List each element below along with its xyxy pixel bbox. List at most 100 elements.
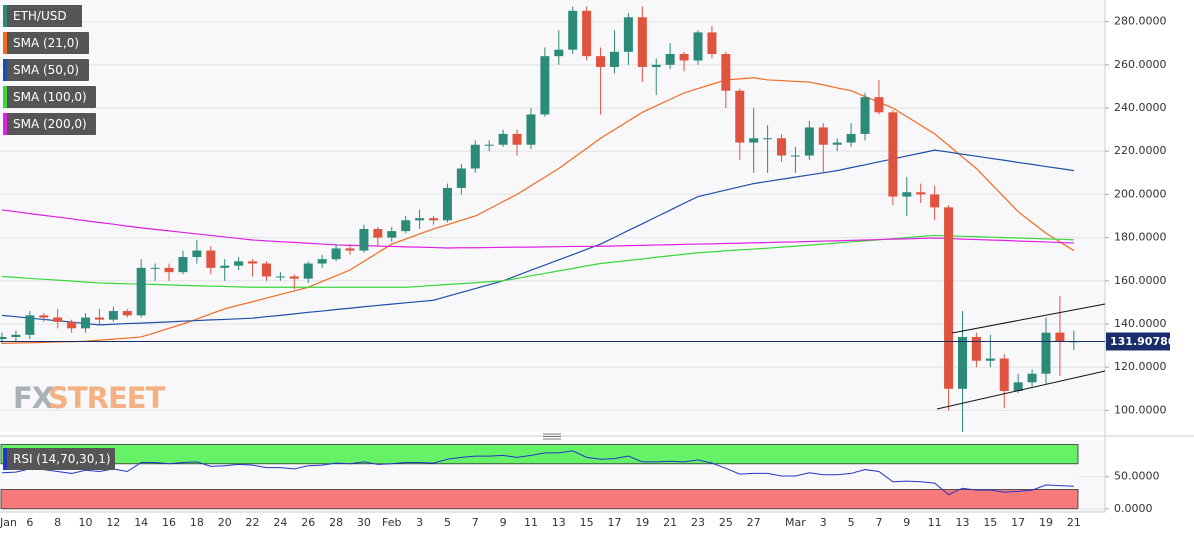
x-tick-label: 19 — [1039, 516, 1053, 529]
legend-label: ETH/USD — [13, 9, 67, 23]
channel-upper — [951, 303, 1106, 334]
candle-body — [777, 138, 787, 156]
candle-body — [178, 257, 188, 273]
candle-body — [136, 267, 146, 316]
candle-body — [150, 267, 160, 269]
candle-body — [540, 56, 550, 115]
legend-label: RSI (14,70,30,1) — [13, 452, 111, 466]
candle-body — [67, 321, 77, 329]
legend-box — [3, 5, 82, 27]
candle-body — [39, 315, 49, 318]
legend-label: SMA (100,0) — [13, 90, 87, 104]
legend-swatch — [3, 86, 7, 108]
legend-swatch — [3, 113, 7, 135]
candle-body — [623, 17, 633, 52]
candle-body — [832, 142, 842, 145]
candle-body — [818, 127, 828, 145]
candle-body — [888, 112, 898, 197]
candle-body — [1027, 373, 1037, 383]
candle-body — [248, 261, 258, 264]
x-tick-label: 24 — [273, 516, 287, 529]
rsi-zone — [0, 489, 1079, 510]
candle-body — [846, 133, 856, 143]
candle-body — [94, 317, 104, 320]
y-tick-label: 100.0000 — [1114, 403, 1167, 416]
y-tick-label: 120.0000 — [1114, 360, 1167, 373]
candle-body — [874, 97, 884, 113]
legend-swatch — [3, 5, 7, 27]
candle-body — [220, 265, 230, 268]
candle-body — [1013, 382, 1023, 391]
x-tick-label: 19 — [635, 516, 649, 529]
x-tick-label: 10 — [79, 516, 93, 529]
x-tick-label: 18 — [190, 516, 204, 529]
y-tick-label: 140.0000 — [1114, 317, 1167, 330]
x-tick-label: Jan — [0, 516, 17, 529]
candle-body — [512, 133, 522, 145]
candle-body — [1041, 332, 1051, 374]
price-plot-background — [0, 0, 1105, 432]
candle-body — [763, 138, 773, 140]
last-price-label: 131.90786 — [1110, 335, 1176, 348]
x-tick-label: 15 — [983, 516, 997, 529]
candle-body — [401, 220, 411, 232]
sma-line — [1, 209, 1074, 249]
candle-body — [554, 49, 564, 57]
candle-body — [860, 97, 870, 134]
y-tick-label: 240.0000 — [1114, 101, 1167, 114]
x-tick-label: 21 — [663, 516, 677, 529]
x-tick-label: 9 — [903, 516, 910, 529]
watermark: STREET — [48, 381, 166, 415]
y-tick-label: 160.0000 — [1114, 274, 1167, 287]
candle-body — [470, 144, 480, 169]
x-tick-label: Feb — [382, 516, 401, 529]
legend-swatch — [3, 59, 7, 81]
candle-body — [359, 228, 369, 251]
x-tick-label: 5 — [848, 516, 855, 529]
candle-body — [234, 261, 244, 266]
x-tick-label: 28 — [329, 516, 343, 529]
candle-body — [804, 127, 814, 156]
legend-swatch — [3, 32, 7, 54]
last-price-box — [1106, 332, 1170, 351]
candle-body — [971, 336, 981, 361]
candle-body — [596, 56, 606, 67]
candle-body — [707, 32, 717, 54]
candle-body — [679, 54, 689, 61]
y-tick-label: 220.0000 — [1114, 144, 1167, 157]
x-tick-label: 6 — [26, 516, 33, 529]
candle-body — [442, 187, 452, 221]
resize-handle[interactable] — [543, 433, 561, 440]
x-tick-label: 14 — [134, 516, 148, 529]
candle-body — [11, 334, 21, 337]
candle-body — [53, 317, 63, 322]
x-tick-label: 27 — [747, 516, 761, 529]
candle-body — [735, 90, 745, 143]
candle-body — [526, 114, 536, 145]
candle-body — [930, 194, 940, 208]
candle-body — [902, 192, 912, 197]
candle-body — [721, 54, 731, 91]
candle-body — [568, 10, 578, 50]
watermark: FX — [13, 381, 54, 415]
x-tick-label: 5 — [444, 516, 451, 529]
rsi-line — [1, 450, 1074, 496]
candle-body — [387, 231, 397, 238]
candle-body — [289, 276, 299, 279]
x-tick-label: 15 — [580, 516, 594, 529]
candle-body — [651, 64, 661, 67]
x-tick-label: 25 — [719, 516, 733, 529]
candle-body — [331, 248, 341, 260]
x-tick-label: 22 — [246, 516, 260, 529]
candle-body — [609, 51, 619, 67]
x-tick-label: 21 — [1067, 516, 1081, 529]
candle-body — [637, 17, 647, 67]
channel-lower — [936, 370, 1106, 410]
y-tick-label: 0.0000 — [1114, 502, 1153, 515]
candle-body — [790, 155, 800, 157]
x-tick-label: 26 — [301, 516, 315, 529]
x-tick-label: 11 — [524, 516, 538, 529]
x-tick-label: 23 — [691, 516, 705, 529]
